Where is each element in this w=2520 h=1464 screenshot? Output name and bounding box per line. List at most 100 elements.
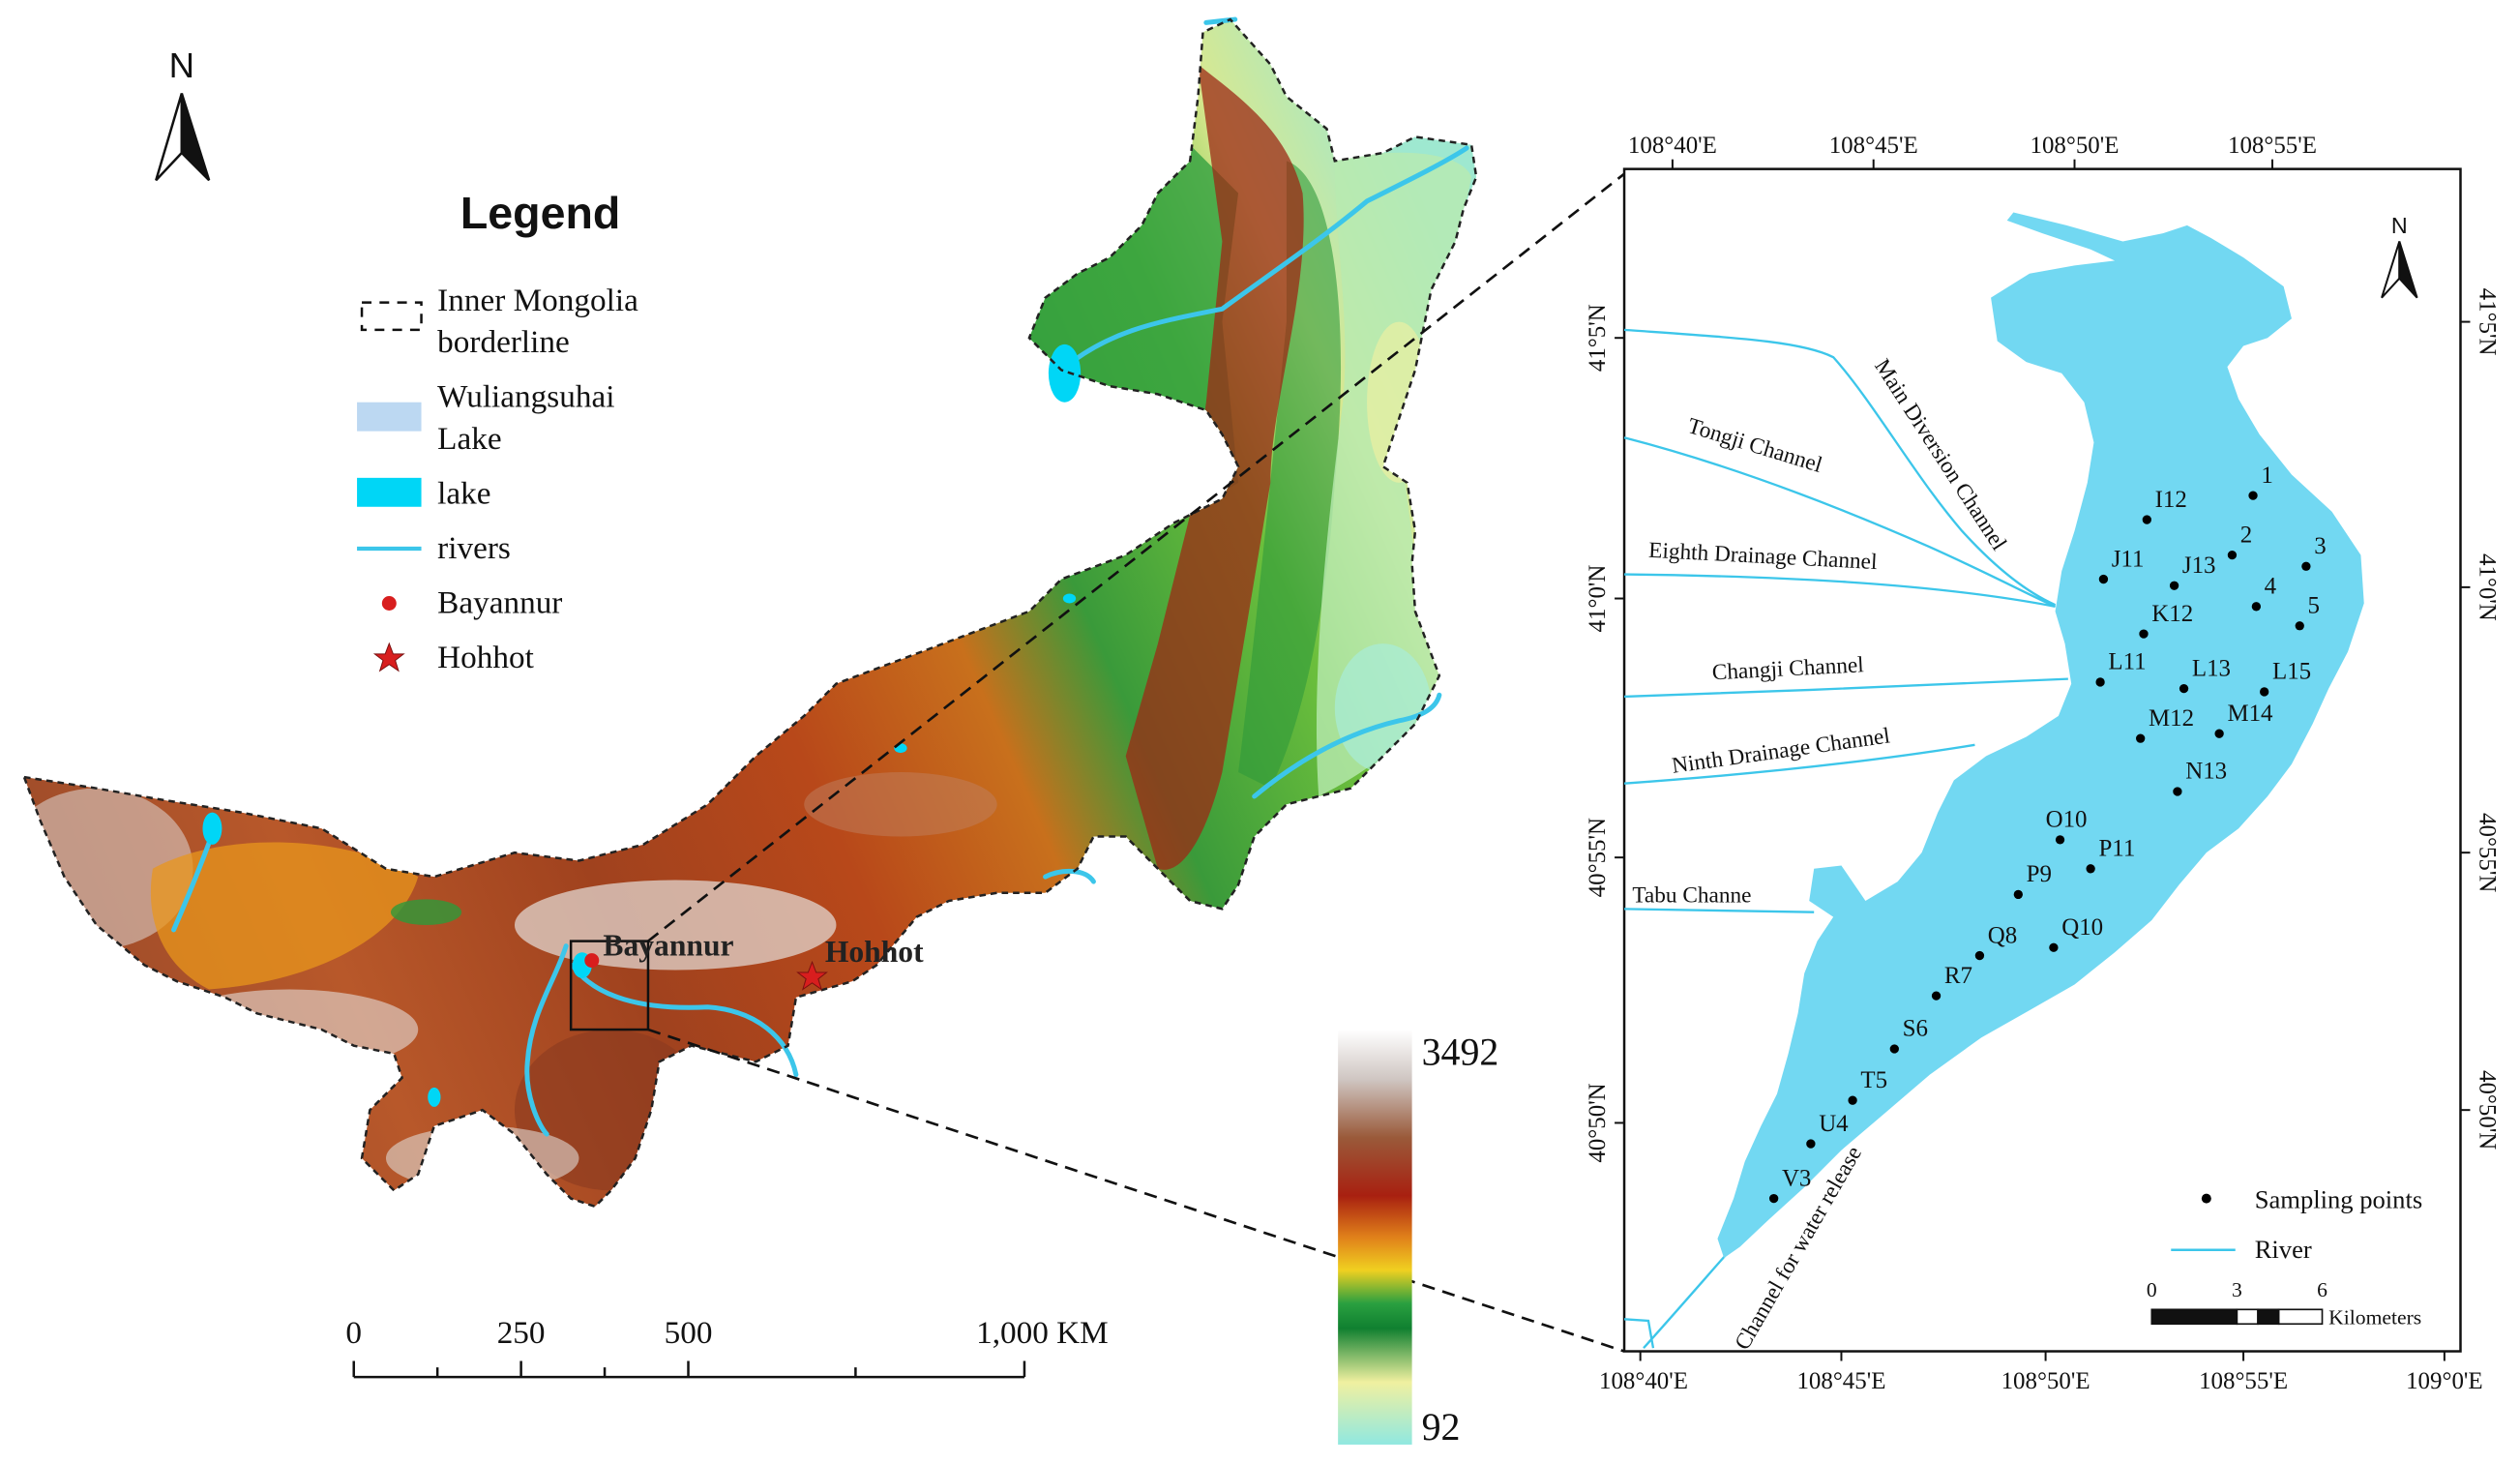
- sampling-point-label-R7: R7: [1944, 963, 1972, 989]
- sampling-point-4: [2251, 602, 2262, 612]
- inset-scale-segment-3: [2257, 1308, 2280, 1326]
- yellow-river-main: [570, 963, 799, 1078]
- sampling-point-R7: [1931, 991, 1942, 1001]
- sampling-point-L15: [2260, 687, 2269, 697]
- legend-wuliangsuhai-label-2: Lake: [437, 421, 501, 457]
- legend-hohhot-star-icon: [372, 642, 405, 672]
- inset-channels: [1623, 328, 2068, 1349]
- lake-small-3: [428, 1087, 441, 1107]
- sampling-point-label-5: 5: [2308, 592, 2320, 618]
- terrain-patch-northeast-green: [1028, 144, 1239, 531]
- tabu-channel: [1624, 908, 1815, 913]
- inset-scale-segment-1: [2150, 1308, 2238, 1326]
- elevation-ramp-bar: [1338, 1030, 1412, 1445]
- eighth-drainage-channel: [1624, 573, 2056, 608]
- elevation-ramp-min: 92: [1422, 1405, 1461, 1449]
- lon-top-1: 108°45'E: [1829, 133, 1918, 159]
- sampling-point-I12: [2142, 515, 2151, 524]
- terrain-patch-east-cyan: [1334, 643, 1432, 773]
- inset-legend-sampling-label: Sampling points: [2255, 1185, 2423, 1214]
- tongji-channel: [1623, 436, 2057, 608]
- zoom-connector-top: [647, 172, 1625, 942]
- sampling-point-T5: [1848, 1095, 1857, 1105]
- lon-bottom-0: 108°40'E: [1599, 1368, 1688, 1394]
- sampling-point-1: [2248, 491, 2258, 500]
- inset-scale-label-3: 3: [2232, 1278, 2242, 1301]
- legend-rivers-label: rivers: [437, 530, 511, 566]
- sampling-point-label-L11: L11: [2108, 649, 2146, 675]
- sampling-point-label-U4: U4: [1819, 1111, 1849, 1137]
- inset-latitude-labels-right: 41°5'N 41°0'N 40°55'N 40°50'N: [2474, 288, 2500, 1150]
- legend-bayannur-label: Bayannur: [437, 584, 562, 620]
- lon-top-0: 108°40'E: [1628, 133, 1717, 159]
- lon-bottom-4: 109°0'E: [2406, 1368, 2483, 1394]
- north-arrow-left-half-icon: [155, 93, 184, 182]
- ninth-drainage-channel: [1623, 743, 1975, 785]
- inset-north-label: N: [2391, 213, 2408, 238]
- lat-right-0: 41°5'N: [2474, 288, 2500, 356]
- river-central: [1043, 869, 1096, 884]
- zoom-connector-bottom: [647, 1028, 1625, 1353]
- inset-graticule-ticks: [1615, 159, 2471, 1361]
- elevation-ramp: 3492 92: [1338, 1030, 1498, 1449]
- sampling-point-label-I12: I12: [2155, 487, 2187, 513]
- inset-longitude-labels-bottom: 108°40'E 108°45'E 108°50'E 108°55'E 109°…: [1599, 1368, 2483, 1394]
- north-arrow-label: N: [169, 45, 194, 85]
- lon-top-3: 108°55'E: [2228, 133, 2317, 159]
- lon-bottom-2: 108°50'E: [2001, 1368, 2090, 1394]
- sampling-point-label-2: 2: [2240, 522, 2252, 548]
- scale-label-1000-km: 1,000 KM: [976, 1315, 1109, 1351]
- inset-map: Main Diversion Channel Tongji Channel Ei…: [1585, 133, 2500, 1394]
- sampling-point-M12: [2136, 733, 2146, 743]
- terrain-patch-green-belt: [1238, 161, 1342, 789]
- sampling-point-N13: [2173, 787, 2182, 796]
- elevation-ramp-max: 3492: [1422, 1031, 1499, 1074]
- inset-longitude-labels-top: 108°40'E 108°45'E 108°50'E 108°55'E: [1628, 133, 2317, 159]
- north-arrow-right-half-icon: [180, 93, 211, 182]
- label-tabu-channel: Tabu Channe: [1632, 883, 1751, 909]
- wuliangsuhai-lake: [1717, 212, 2364, 1259]
- inset-legend-sampling-dot-icon: [2201, 1193, 2211, 1204]
- lat-right-2: 40°55'N: [2474, 813, 2500, 892]
- sampling-point-label-T5: T5: [1860, 1067, 1887, 1093]
- inset-scale-segment-4: [2277, 1308, 2324, 1326]
- lat-right-1: 41°0'N: [2474, 553, 2500, 621]
- elevation-surface: [23, 19, 1477, 1207]
- sampling-point-label-S6: S6: [1903, 1016, 1928, 1042]
- sampling-point-label-4: 4: [2265, 574, 2277, 600]
- inset-scale-label-0: 0: [2147, 1278, 2157, 1301]
- sampling-point-P11: [2086, 864, 2095, 874]
- bayannur-marker: [584, 953, 600, 969]
- lake-small-1: [1062, 593, 1077, 604]
- legend-wuliangsuhai-swatch: [357, 402, 422, 432]
- sampling-point-O10: [2055, 835, 2065, 845]
- sampling-point-5: [2295, 621, 2304, 631]
- sampling-point-label-V3: V3: [1782, 1165, 1811, 1191]
- legend-title: Legend: [460, 188, 620, 238]
- hohhot-label: Hohhot: [825, 935, 924, 969]
- legend-wuliangsuhai-label-1: Wuliangsuhai: [437, 379, 614, 415]
- legend: Legend Inner Mongolia borderline Wuliang…: [357, 188, 638, 675]
- sampling-point-label-1: 1: [2261, 463, 2272, 489]
- channel-corner: [1623, 1318, 1655, 1349]
- sampling-point-V3: [1768, 1193, 1779, 1204]
- inset-scale-unit: Kilometers: [2328, 1305, 2421, 1329]
- inset-scale-label-6: 6: [2317, 1278, 2327, 1301]
- sampling-point-2: [2227, 550, 2238, 560]
- study-area-box: [569, 940, 650, 1031]
- terrain-patch-yinshan: [514, 880, 837, 971]
- bayannur-label: Bayannur: [603, 929, 733, 963]
- sampling-point-L13: [2179, 683, 2189, 694]
- lon-bottom-1: 108°45'E: [1796, 1368, 1885, 1394]
- lon-top-2: 108°50'E: [2031, 133, 2120, 159]
- sampling-point-label-Q8: Q8: [1988, 922, 2017, 948]
- sampling-point-U4: [1806, 1139, 1816, 1149]
- inset-legend-river-label: River: [2255, 1235, 2312, 1264]
- inset-legend: Sampling points River: [2171, 1185, 2423, 1264]
- terrain-patch-south-high: [385, 1125, 579, 1191]
- scale-label-0: 0: [345, 1315, 362, 1351]
- legend-lake-swatch: [357, 477, 422, 507]
- inset-north-arrow: N: [2381, 213, 2418, 299]
- sampling-point-Q8: [1974, 950, 1985, 961]
- inset-scale-segment-2: [2236, 1308, 2259, 1326]
